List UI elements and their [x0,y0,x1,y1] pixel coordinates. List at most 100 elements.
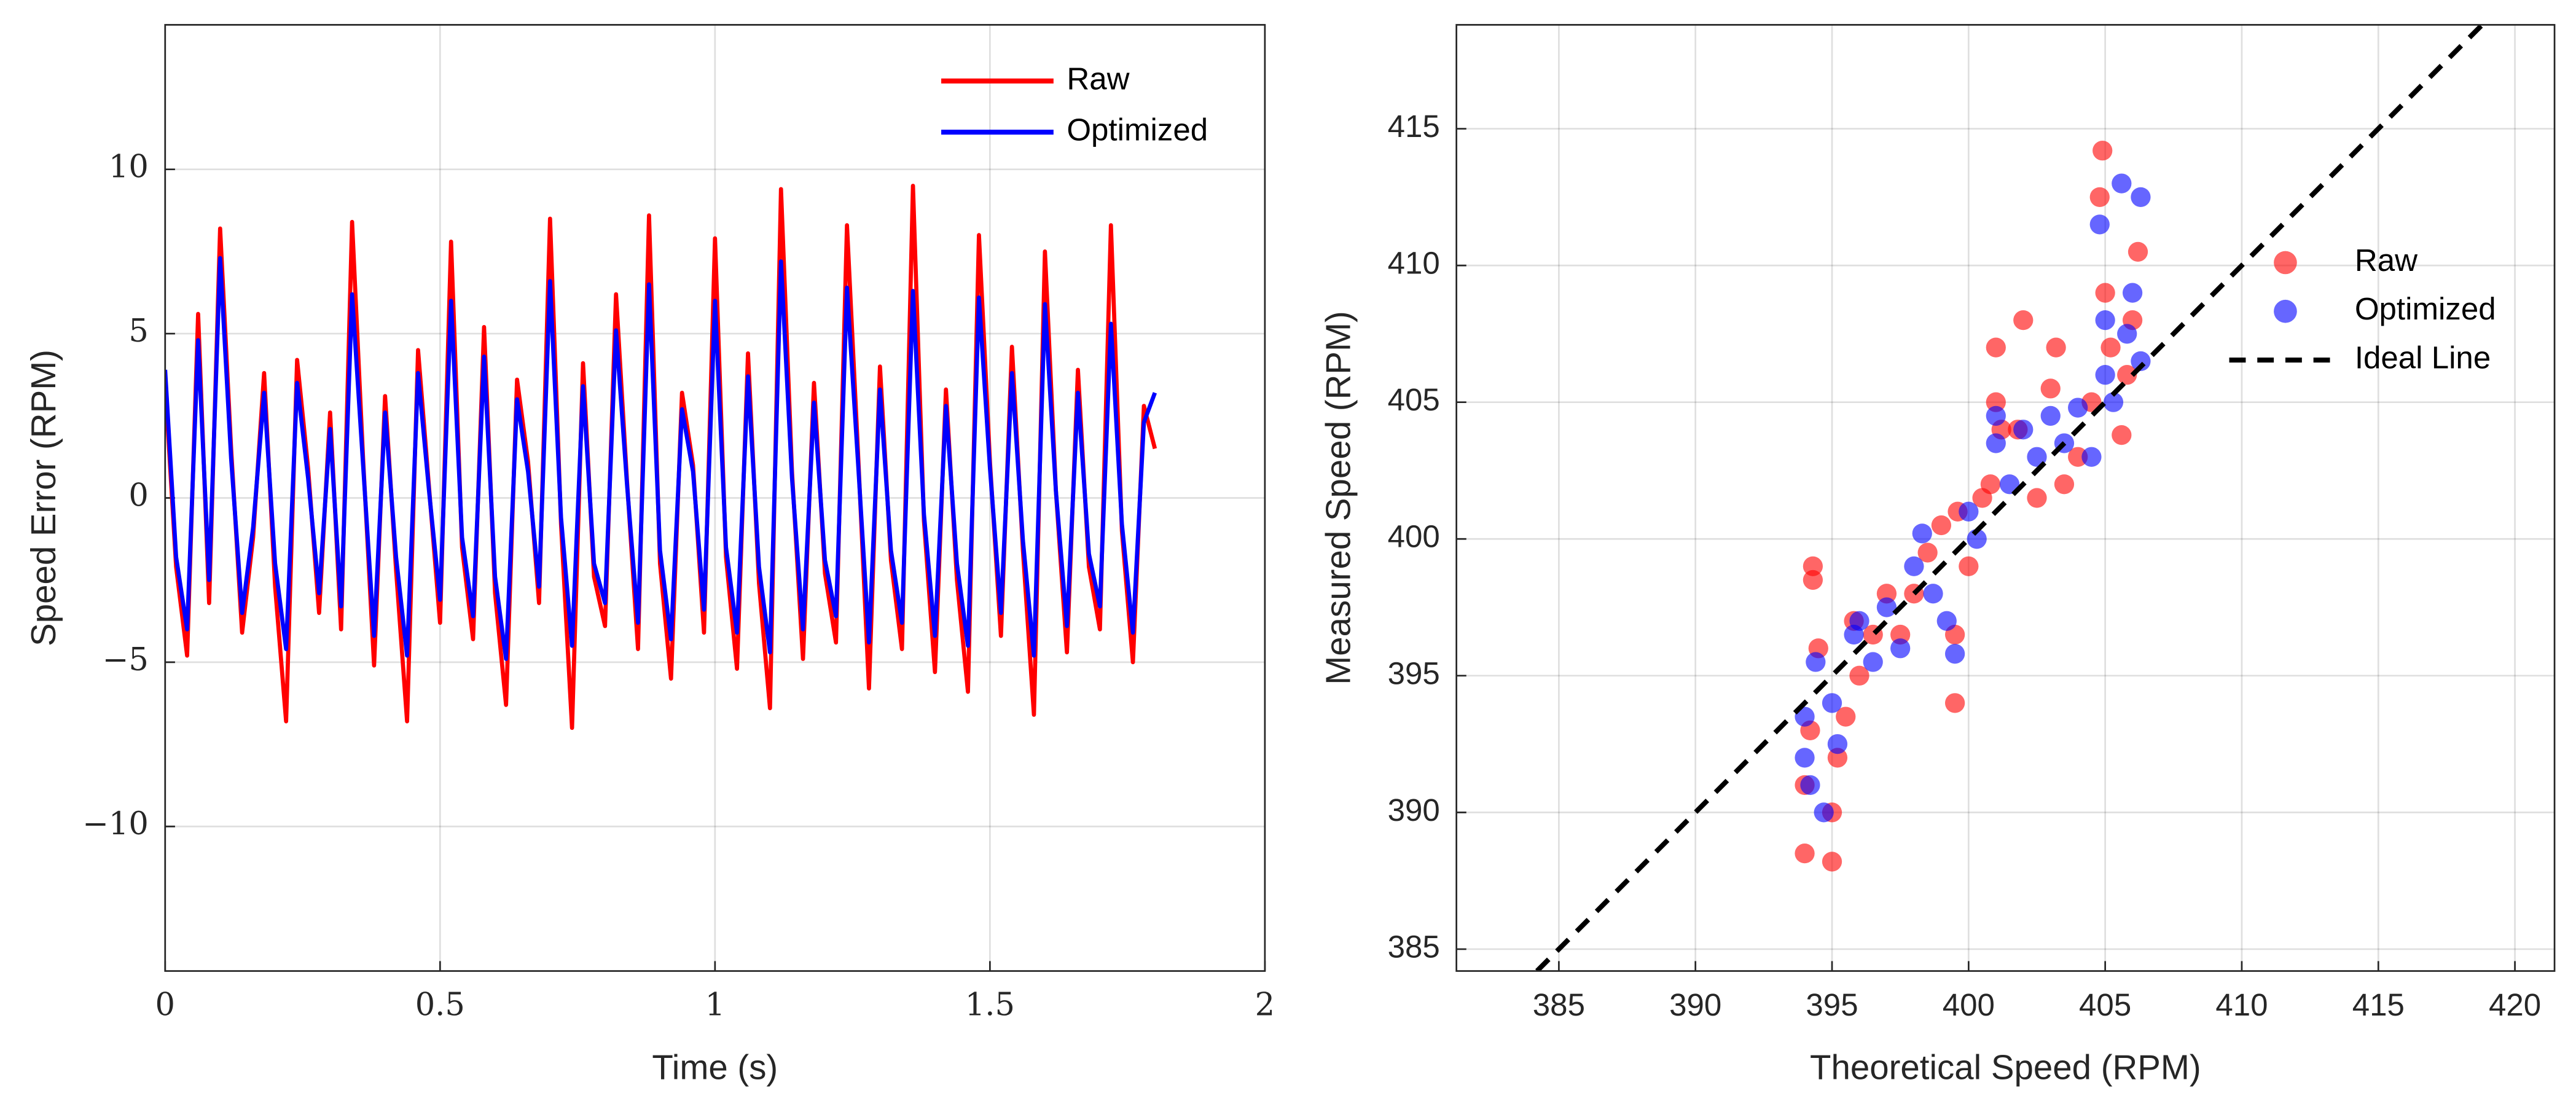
scatter-point [2128,241,2148,262]
scatter-point [1986,337,2006,358]
scatter-point [1849,665,1869,686]
y-axis-label: Measured Speed (RPM) [1318,311,1357,685]
plot-area [165,25,1265,971]
y-tick-label: −5 [103,642,149,678]
scatter-point [1986,392,2006,412]
x-axis-label: Time (s) [652,1048,778,1087]
x-tick-label: 2 [1255,987,1275,1024]
scatter-point [2131,187,2151,207]
scatter-point [2027,488,2047,508]
axes-box [1455,24,2556,972]
scatter-point [2089,187,2110,207]
axes: 0 0.5 1 1.5 2 −10 −5 0 5 10 Time (s) Speed Error (R… [24,24,1275,1087]
scatter-point [2027,447,2047,467]
scatter-point [2040,378,2061,399]
scatter-point [1944,644,1965,664]
scatter-point [2089,214,2110,235]
scatter-point [1795,748,1815,768]
scatter-point [2081,447,2102,467]
scatter-point [2095,283,2115,303]
scatter-point [1931,515,1951,536]
scatter-point [2093,141,2113,161]
y-tick-label: 385 [1388,929,1440,964]
plot-area [1456,25,2555,971]
scatter-point [2112,425,2132,445]
scatter-point [1822,693,1842,713]
legend-swatch [2274,299,2297,323]
y-tick-label: 410 [1388,246,1440,281]
scatter-point [1986,405,2006,426]
scatter-point [1876,584,1897,604]
x-axis-label: Theoretical Speed (RPM) [1810,1048,2201,1087]
x-tick-label: 405 [2079,987,2131,1022]
scatter-point [1986,433,2006,453]
legend-label: Raw [1067,61,1129,96]
scatter-point [1876,597,1897,617]
scatter-point [1980,474,2001,495]
scatter-point [1827,748,1848,768]
scatter-point [1890,624,1911,645]
scatter-point [1917,542,1938,563]
scatter-point [2040,405,2061,426]
scatter-point [2095,310,2115,331]
scatter-point [2013,420,2034,440]
data [1535,25,2484,971]
x-tick-label: 415 [2352,987,2405,1022]
y-tick-label: 0 [128,477,148,514]
legend-swatch [2274,251,2297,275]
scatter-point [1806,652,1826,672]
series-line [165,256,1157,661]
x-tick-label: 1 [705,987,725,1024]
legend-label: Ideal Line [2355,340,2491,375]
x-tick-label: 395 [1806,987,1858,1022]
scatter-point [1795,707,1815,727]
scatter-point [2117,324,2137,344]
scatter-point [1890,638,1911,659]
scatter-point [1936,611,1957,631]
tick-labels: 0 0.5 1 1.5 2 −10 −5 0 5 10 [82,149,1275,1024]
scatter-point [2095,365,2115,385]
y-tick-label: 390 [1388,793,1440,828]
legend: Raw Optimized [941,61,1208,147]
scatter-point [1795,844,1815,864]
scatter-point [2054,474,2075,495]
x-tick-label: 410 [2215,987,2268,1022]
y-tick-label: 5 [128,313,148,350]
scatter-point [1836,707,1856,727]
legend-label: Raw [2355,243,2417,278]
scatter-point [1912,523,1932,544]
scatter-point [1814,802,1834,823]
legend-label: Optimized [2355,291,2496,326]
tick-labels: 385 390 395 400 405 410 415 420 385 390 395 400 405 4… [1388,109,2542,1022]
scatter-point [2131,351,2151,372]
x-tick-label: 0 [155,987,175,1024]
y-tick-label: 10 [109,149,149,186]
scatter-point [2013,310,2034,331]
y-tick-label: −10 [82,806,149,842]
x-tick-label: 400 [1943,987,1995,1022]
scatter-point [1849,611,1869,631]
axes-box [164,24,1266,972]
scatter-point [1803,556,1823,576]
scatter-point [1999,474,2020,495]
scatter-point [2117,365,2137,385]
scatter-point [1803,570,1823,590]
y-tick-label: 415 [1388,109,1440,144]
x-tick-label: 420 [2489,987,2541,1022]
y-tick-label: 395 [1388,656,1440,691]
scatter-point [1822,851,1842,872]
scatter-point [1967,529,1987,549]
x-tick-label: 385 [1533,987,1585,1022]
x-tick-label: 0.5 [415,987,465,1024]
scatter-point [1944,693,1965,713]
scatter-point [2046,337,2066,358]
scatter-point [2100,337,2121,358]
data [165,184,1157,730]
scatter-point [1863,652,1883,672]
axes: 385 390 395 400 405 410 415 420 385 390 395 400 405 4… [1318,24,2556,1087]
y-tick-label: 400 [1388,519,1440,554]
x-tick-label: 1.5 [965,987,1015,1024]
y-tick-label: 405 [1388,382,1440,417]
scatter-point [1904,556,1924,576]
